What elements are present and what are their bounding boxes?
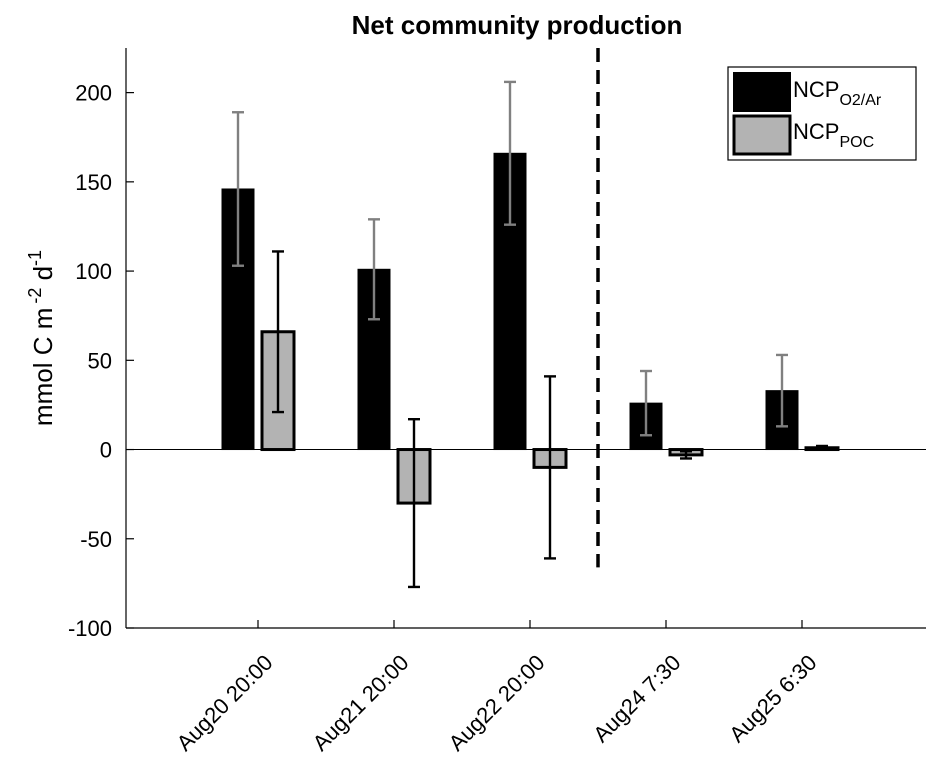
- x-tick-label: Aug20 20:00: [172, 650, 278, 756]
- svg-text:mmol C m-2 d-1: mmol C m -2 d-1: [25, 250, 58, 426]
- y-tick-label: 200: [75, 81, 112, 106]
- y-tick-label: 150: [75, 170, 112, 195]
- legend-label-series-1: NCPO2/Ar: [793, 77, 882, 109]
- y-tick-label: 100: [75, 259, 112, 284]
- y-tick-label: 0: [100, 438, 112, 463]
- legend-swatch-series-2: [732, 114, 792, 156]
- y-axis-label-exp1: -2: [25, 288, 45, 304]
- y-axis-label-main: mmol C m: [28, 308, 58, 426]
- y-axis-label-unit: d: [28, 266, 58, 288]
- legend: NCPO2/Ar NCPPOC: [727, 66, 917, 161]
- chart-title: Net community production: [352, 10, 683, 40]
- x-tick-label: Aug21 20:00: [308, 650, 414, 756]
- y-tick-label: -100: [68, 616, 112, 641]
- x-tick-label: Aug25 6:30: [724, 650, 821, 747]
- x-tick-label: Aug22 20:00: [444, 650, 550, 756]
- y-tick-label: 50: [88, 348, 112, 373]
- x-tick-label: Aug24 7:30: [588, 650, 685, 747]
- y-axis-label: mmol C m -2 d-1: [25, 250, 58, 426]
- legend-swatch-series-1: [733, 72, 791, 112]
- legend-label-series-2: NCPPOC: [793, 119, 874, 151]
- y-axis-label-exp2: -1: [25, 250, 45, 266]
- y-tick-label: -50: [80, 527, 112, 552]
